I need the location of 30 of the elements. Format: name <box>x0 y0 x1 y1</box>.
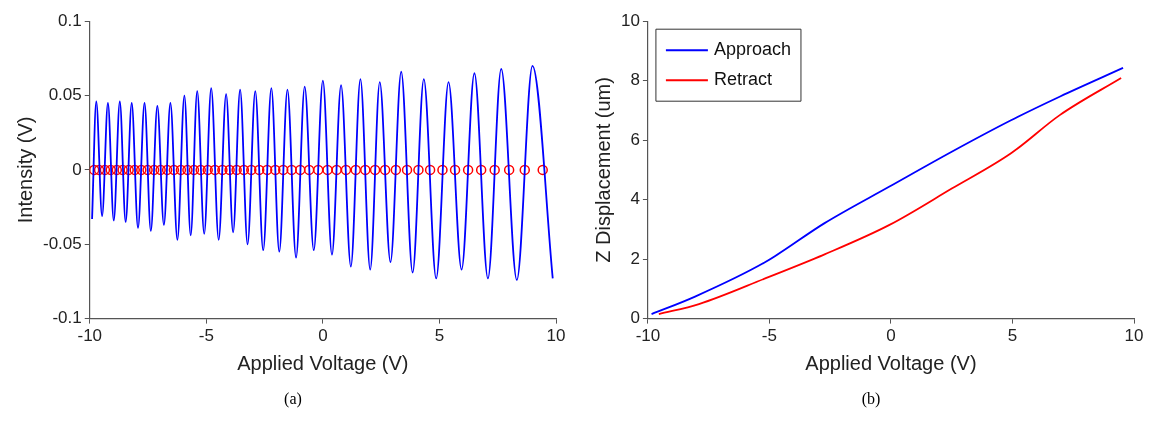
x-axis-title: Applied Voltage (V) <box>237 351 409 374</box>
line-series <box>91 64 554 281</box>
y-axis-title: Intensity (V) <box>13 116 36 224</box>
y-tick-label: 0 <box>72 159 82 179</box>
y-tick-label: 6 <box>630 129 640 149</box>
legend-label: Approach <box>713 39 791 60</box>
y-tick-label: -0.1 <box>52 308 82 328</box>
x-axis-title: Applied Voltage (V) <box>805 351 977 374</box>
x-tick-label: 5 <box>1007 326 1018 346</box>
y-tick-label: 0.05 <box>48 85 82 105</box>
x-tick-label: 0 <box>886 326 896 346</box>
y-tick-label: 0.1 <box>58 10 82 30</box>
x-tick-label: 5 <box>434 326 445 346</box>
text: (b) <box>860 390 882 408</box>
y-tick-label: 8 <box>630 70 640 90</box>
legend-label: Retract <box>713 69 772 90</box>
x-tick-label: -5 <box>198 326 214 346</box>
y-tick-label: 4 <box>630 189 640 209</box>
y-tick-label: 10 <box>620 10 640 30</box>
x-tick-label: -10 <box>635 326 661 346</box>
y-tick-label: -0.05 <box>43 233 82 253</box>
x-tick-label: 10 <box>1124 326 1144 346</box>
x-tick-label: -10 <box>77 326 103 346</box>
x-tick-label: -5 <box>761 326 777 346</box>
x-tick-label: 0 <box>318 326 328 346</box>
y-tick-label: 2 <box>630 248 640 268</box>
y-tick-label: 0 <box>630 308 640 328</box>
text: (a) <box>283 390 303 408</box>
y-axis-title: Z Displacement (um) <box>591 77 614 263</box>
x-tick-label: 10 <box>546 326 566 346</box>
